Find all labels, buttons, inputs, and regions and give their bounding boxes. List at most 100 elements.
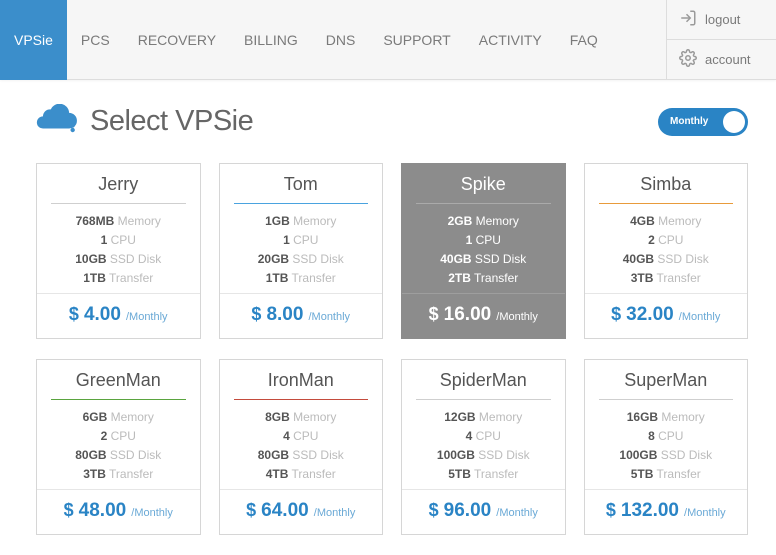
spec-transfer: 2TB Transfer bbox=[448, 271, 518, 285]
spec-memory: 2GB Memory bbox=[448, 214, 519, 228]
spec-transfer: 3TB Transfer bbox=[83, 467, 153, 481]
plan-card-ironman[interactable]: IronMan8GB Memory4 CPU80GB SSD Disk4TB T… bbox=[219, 359, 384, 535]
spec-transfer-label: Transfer bbox=[653, 271, 700, 285]
tab-dns[interactable]: DNS bbox=[312, 0, 370, 80]
billing-toggle[interactable]: Monthly bbox=[658, 108, 748, 136]
spec-cpu-label: CPU bbox=[655, 233, 684, 247]
page-title-wrap: Select VPSie bbox=[36, 104, 253, 139]
spec-transfer: 1TB Transfer bbox=[83, 271, 153, 285]
plan-name: Jerry bbox=[51, 164, 186, 204]
spec-cpu-value: 2 bbox=[648, 233, 655, 247]
tab-activity[interactable]: ACTIVITY bbox=[465, 0, 556, 80]
currency-symbol: $ bbox=[606, 500, 621, 520]
price-period: /Monthly bbox=[128, 507, 173, 519]
plan-price: $ 16.00 /Monthly bbox=[402, 294, 565, 338]
account-link[interactable]: account bbox=[667, 39, 776, 79]
spec-memory-value: 1GB bbox=[265, 214, 290, 228]
cloud-icon bbox=[36, 104, 80, 139]
currency-symbol: $ bbox=[69, 304, 84, 324]
tab-faq[interactable]: FAQ bbox=[556, 0, 612, 80]
spec-memory: 12GB Memory bbox=[444, 410, 522, 424]
spec-memory-value: 4GB bbox=[630, 214, 655, 228]
currency-symbol: $ bbox=[611, 304, 626, 324]
tab-recovery[interactable]: RECOVERY bbox=[124, 0, 230, 80]
price-period: /Monthly bbox=[311, 507, 356, 519]
plan-name: Tom bbox=[234, 164, 369, 204]
spec-transfer-value: 4TB bbox=[266, 467, 289, 481]
spec-memory-label: Memory bbox=[476, 410, 523, 424]
spec-cpu-value: 4 bbox=[283, 429, 290, 443]
tabs: VPSiePCSRECOVERYBILLINGDNSSUPPORTACTIVIT… bbox=[0, 0, 666, 79]
spec-memory-label: Memory bbox=[655, 214, 702, 228]
billing-toggle-label: Monthly bbox=[670, 108, 708, 136]
plan-card-simba[interactable]: Simba4GB Memory2 CPU40GB SSD Disk3TB Tra… bbox=[584, 163, 749, 339]
spec-transfer-label: Transfer bbox=[288, 271, 335, 285]
price-amount: 4.00 bbox=[84, 304, 121, 325]
plan-specs: 6GB Memory2 CPU80GB SSD Disk3TB Transfer bbox=[37, 400, 200, 489]
spec-transfer-label: Transfer bbox=[653, 467, 700, 481]
spec-transfer-value: 2TB bbox=[448, 271, 471, 285]
spec-memory-label: Memory bbox=[290, 410, 337, 424]
spec-cpu-label: CPU bbox=[290, 429, 319, 443]
plan-card-superman[interactable]: SuperMan16GB Memory8 CPU100GB SSD Disk5T… bbox=[584, 359, 749, 535]
spec-disk: 100GB SSD Disk bbox=[437, 448, 530, 462]
tab-vpsie[interactable]: VPSie bbox=[0, 0, 67, 80]
plan-name: Spike bbox=[416, 164, 551, 204]
plan-card-tom[interactable]: Tom 1GB Memory 1 CPU 20GB SSD Disk 1TB Trans… bbox=[219, 163, 384, 339]
account-label: account bbox=[705, 52, 751, 67]
spec-memory-value: 16GB bbox=[627, 410, 658, 424]
plan-card-jerry[interactable]: Jerry768MB Memory1 CPU10GB SSD Disk1TB T… bbox=[36, 163, 201, 339]
price-period: /Monthly bbox=[493, 507, 538, 519]
spec-transfer-value: 5TB bbox=[631, 467, 654, 481]
plan-price: $ 4.00 /Monthly bbox=[37, 294, 200, 338]
spec-memory: 4GB Memory bbox=[630, 214, 701, 228]
price-amount: 32.00 bbox=[626, 304, 674, 325]
spec-cpu: 1 CPU bbox=[283, 233, 318, 247]
spec-memory-label: Memory bbox=[114, 214, 161, 228]
spec-memory: 8GB Memory bbox=[265, 410, 336, 424]
spec-cpu-label: CPU bbox=[290, 233, 319, 247]
spec-disk-value: 100GB bbox=[437, 448, 475, 462]
spec-transfer-label: Transfer bbox=[471, 467, 518, 481]
price-amount: 96.00 bbox=[444, 500, 492, 521]
spec-transfer: 3TB Transfer bbox=[631, 271, 701, 285]
plan-price: $ 48.00 /Monthly bbox=[37, 490, 200, 534]
spec-cpu-value: 1 bbox=[283, 233, 290, 247]
spec-memory: 1GB Memory bbox=[265, 214, 336, 228]
price-amount: 64.00 bbox=[261, 500, 309, 521]
spec-memory: 768MB Memory bbox=[76, 214, 161, 228]
spec-memory-label: Memory bbox=[107, 410, 154, 424]
spec-disk: 20GB SSD Disk bbox=[258, 252, 344, 266]
spec-disk-label: SSD Disk bbox=[289, 448, 344, 462]
currency-symbol: $ bbox=[251, 304, 266, 324]
plan-card-spike[interactable]: Spike2GB Memory1 CPU40GB SSD Disk2TB Tra… bbox=[401, 163, 566, 339]
spec-transfer-label: Transfer bbox=[106, 271, 153, 285]
spec-cpu: 4 CPU bbox=[466, 429, 501, 443]
price-period: /Monthly bbox=[493, 311, 538, 323]
spec-disk-value: 40GB bbox=[623, 252, 654, 266]
price-period: /Monthly bbox=[681, 507, 726, 519]
spec-transfer-value: 3TB bbox=[83, 467, 106, 481]
spec-transfer: 1TB Transfer bbox=[266, 271, 336, 285]
page-header: Select VPSie Monthly bbox=[36, 104, 748, 139]
currency-symbol: $ bbox=[429, 500, 444, 520]
spec-memory-value: 12GB bbox=[444, 410, 475, 424]
spec-transfer: 5TB Transfer bbox=[631, 467, 701, 481]
plan-price: $ 64.00 /Monthly bbox=[220, 490, 383, 534]
plan-name: SuperMan bbox=[599, 360, 734, 400]
gear-icon bbox=[679, 49, 697, 70]
spec-memory: 6GB Memory bbox=[83, 410, 154, 424]
tab-billing[interactable]: BILLING bbox=[230, 0, 312, 80]
tab-support[interactable]: SUPPORT bbox=[369, 0, 464, 80]
spec-memory-value: 768MB bbox=[76, 214, 115, 228]
plan-specs: 16GB Memory8 CPU100GB SSD Disk5TB Transf… bbox=[585, 400, 748, 489]
spec-cpu: 1 CPU bbox=[101, 233, 136, 247]
spec-memory-value: 6GB bbox=[83, 410, 108, 424]
spec-disk-label: SSD Disk bbox=[107, 448, 162, 462]
tab-pcs[interactable]: PCS bbox=[67, 0, 124, 80]
spec-cpu: 2 CPU bbox=[101, 429, 136, 443]
plan-card-greenman[interactable]: GreenMan6GB Memory2 CPU80GB SSD Disk3TB … bbox=[36, 359, 201, 535]
plan-card-spiderman[interactable]: SpiderMan12GB Memory4 CPU100GB SSD Disk5… bbox=[401, 359, 566, 535]
spec-transfer-value: 1TB bbox=[83, 271, 106, 285]
logout-link[interactable]: logout bbox=[667, 0, 776, 39]
